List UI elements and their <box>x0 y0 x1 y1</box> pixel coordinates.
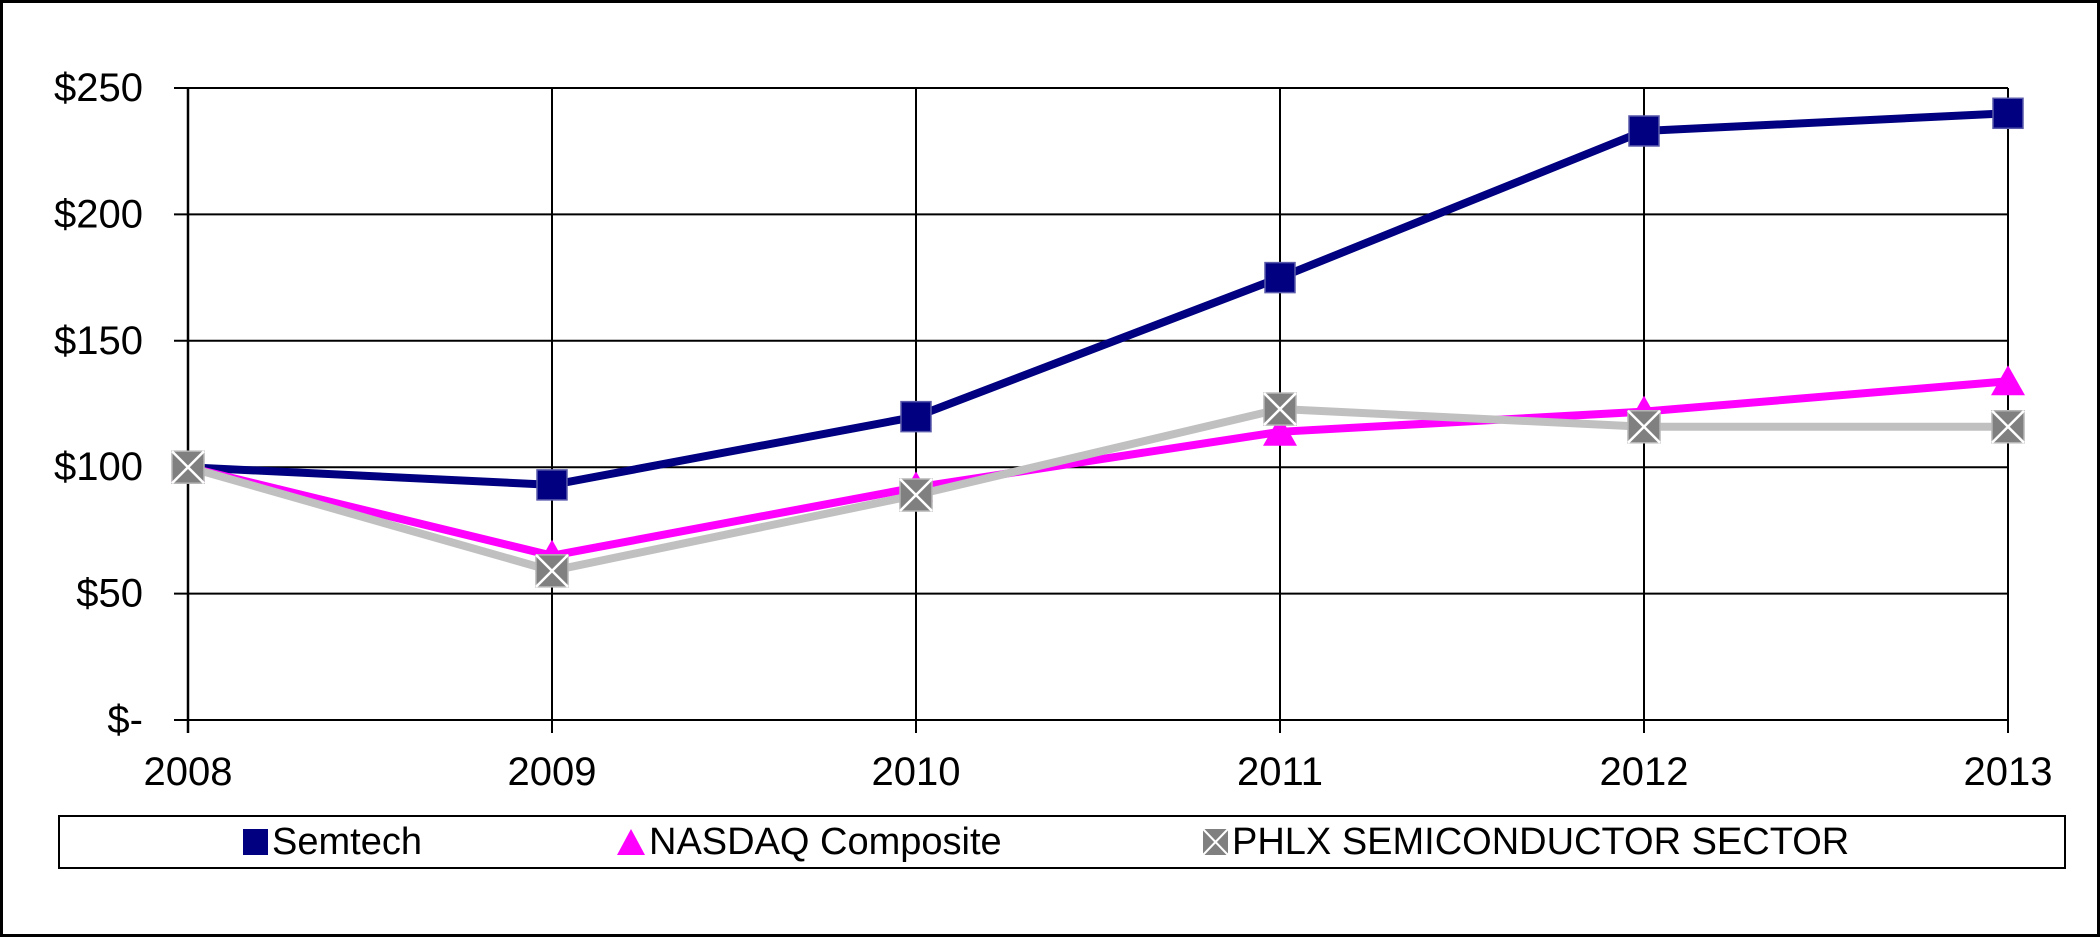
y-axis-tick-label: $50 <box>76 572 143 616</box>
phlx-xsquare-marker-icon <box>1200 827 1230 857</box>
series-line-nasdaq-composite <box>184 377 2012 560</box>
y-axis-tick-label: $100 <box>54 445 143 489</box>
y-axis-tick-label: $250 <box>54 66 143 110</box>
legend-label-semtech: Semtech <box>272 820 422 863</box>
legend-item-semtech: Semtech <box>240 817 422 867</box>
x-axis-tick-label: 2010 <box>872 750 961 794</box>
x-axis-tick-label: 2008 <box>144 750 233 794</box>
legend-label-nasdaq: NASDAQ Composite <box>649 820 1002 863</box>
y-axis-tick-label: $200 <box>54 192 143 236</box>
plot-area: $250 $200 $150 $100 $50 $-2008 2009 2010 2011 201… <box>54 66 2053 794</box>
legend-item-phlx: PHLX SEMICONDUCTOR SECTOR <box>1200 817 1849 867</box>
chart-legend: Semtech NASDAQ Composite PHLX SEMICONDUC… <box>58 815 2066 869</box>
legend-label-phlx: PHLX SEMICONDUCTOR SECTOR <box>1232 820 1850 863</box>
nasdaq-triangle-marker-icon <box>615 827 647 857</box>
x-axis-tick-label: 2011 <box>1237 750 1323 794</box>
x-axis-tick-label: 2012 <box>1600 750 1689 794</box>
series-line-phlx-semiconductor-sector <box>184 405 2012 575</box>
semtech-square-marker-icon <box>240 827 270 857</box>
x-axis-tick-label: 2009 <box>508 750 597 794</box>
y-axis-tick-label: $150 <box>54 319 143 363</box>
x-axis-tick-label: 2013 <box>1964 750 2053 794</box>
y-axis-tick-label: $- <box>107 698 143 742</box>
legend-item-nasdaq: NASDAQ Composite <box>615 817 1002 867</box>
series-line-semtech <box>184 109 2012 489</box>
